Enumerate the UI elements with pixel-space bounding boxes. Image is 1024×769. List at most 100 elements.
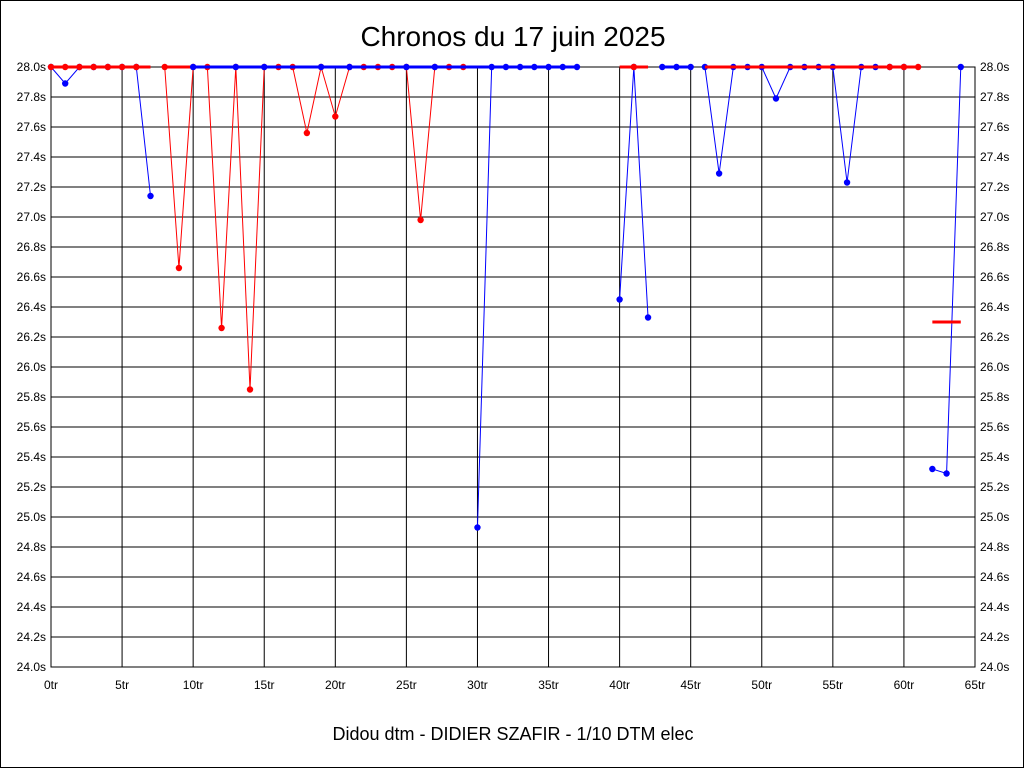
data-point xyxy=(957,63,964,71)
y-tick-label-right: 24.0s xyxy=(980,660,1009,674)
data-point xyxy=(715,170,723,177)
data-point xyxy=(943,470,950,477)
series-line xyxy=(164,66,464,390)
data-point xyxy=(62,80,69,87)
data-point xyxy=(232,63,239,71)
y-tick-label-right: 25.8s xyxy=(980,390,1009,404)
y-tick-label-left: 26.8s xyxy=(17,240,46,254)
y-tick-label-right: 25.0s xyxy=(980,510,1009,524)
y-tick-label-left: 26.2s xyxy=(17,330,46,344)
series-blue-1 xyxy=(47,63,154,200)
y-tick-label-right: 24.6s xyxy=(980,570,1009,584)
x-tick-label: 50tr xyxy=(751,678,772,692)
grid xyxy=(50,66,976,668)
data-point xyxy=(133,63,140,71)
data-point xyxy=(62,63,69,71)
data-point xyxy=(161,63,168,71)
data-point xyxy=(175,264,183,272)
data-point xyxy=(246,386,254,393)
y-tick-label-left: 25.0s xyxy=(17,510,46,524)
y-tick-label-right: 28.0s xyxy=(980,60,1009,74)
y-tick-label-left: 26.6s xyxy=(17,270,46,284)
y-tick-label-right: 27.8s xyxy=(980,90,1009,104)
data-point xyxy=(929,465,936,473)
series-red-2 xyxy=(161,63,478,393)
y-tick-label-left: 24.8s xyxy=(17,540,46,554)
data-point xyxy=(573,63,581,71)
series-blue-2 xyxy=(189,63,478,71)
data-point xyxy=(843,179,851,186)
y-tick-label-right: 25.6s xyxy=(980,420,1009,434)
y-tick-label-left: 27.0s xyxy=(17,210,46,224)
series-line xyxy=(704,66,904,183)
data-point xyxy=(687,63,694,71)
y-tick-label-right: 26.2s xyxy=(980,330,1009,344)
data-point xyxy=(516,63,524,71)
series-red-1 xyxy=(47,63,151,71)
x-tick-label: 25tr xyxy=(396,678,417,692)
x-tick-label: 15tr xyxy=(254,678,275,692)
data-point xyxy=(76,63,83,71)
y-tick-label-right: 26.4s xyxy=(980,300,1009,314)
series-line xyxy=(619,66,649,318)
data-point xyxy=(403,63,410,71)
y-tick-label-left: 28.0s xyxy=(17,60,46,74)
data-point xyxy=(332,113,339,120)
data-point xyxy=(886,63,893,71)
y-tick-label-left: 24.6s xyxy=(17,570,46,584)
data-point xyxy=(559,63,566,71)
data-point xyxy=(118,63,126,71)
data-point xyxy=(261,63,268,71)
series-blue-7 xyxy=(929,63,964,477)
y-tick-label-right: 27.4s xyxy=(980,150,1009,164)
y-tick-label-left: 25.8s xyxy=(17,390,46,404)
data-point xyxy=(914,63,922,71)
y-tick-label-right: 27.2s xyxy=(980,180,1009,194)
x-tick-label: 20tr xyxy=(325,678,346,692)
data-point xyxy=(346,63,353,71)
data-point xyxy=(417,216,424,224)
data-point xyxy=(104,63,112,71)
x-tick-label: 65tr xyxy=(965,678,986,692)
x-tick-label: 10tr xyxy=(183,678,204,692)
y-tick-label-right: 25.4s xyxy=(980,450,1009,464)
data-point xyxy=(531,63,538,71)
y-tick-label-left: 27.6s xyxy=(17,120,46,134)
data-point xyxy=(673,63,680,71)
series-blue-5 xyxy=(659,63,694,71)
y-tick-label-left: 24.2s xyxy=(17,630,46,644)
y-tick-label-right: 27.0s xyxy=(980,210,1009,224)
data-point xyxy=(772,95,780,102)
y-tick-label-left: 25.2s xyxy=(17,480,46,494)
data-point xyxy=(303,129,311,137)
x-axis: 0tr 5tr 10tr 15tr 20tr 25tr 30tr 35tr 40tr 45tr 50… xyxy=(44,678,985,692)
x-tick-label: 35tr xyxy=(538,678,559,692)
series-blue-4 xyxy=(616,63,652,321)
data-point xyxy=(644,314,652,321)
chart-footer: Didou dtm - DIDIER SZAFIR - 1/10 DTM ele… xyxy=(332,724,693,744)
y-tick-label-left: 26.0s xyxy=(17,360,46,374)
data-point xyxy=(474,524,481,531)
data-point xyxy=(659,63,666,71)
data-point xyxy=(900,63,908,71)
x-tick-label: 60tr xyxy=(894,678,915,692)
data-point xyxy=(630,63,638,71)
y-tick-label-left: 27.8s xyxy=(17,90,46,104)
y-tick-label-left: 24.0s xyxy=(17,660,46,674)
data-point xyxy=(488,63,495,71)
y-tick-label-right: 27.6s xyxy=(980,120,1009,134)
y-axis-left: 28.0s 27.8s 27.6s 27.4s 27.2s 27.0s 26.8s 26.6s… xyxy=(17,60,46,674)
data-point xyxy=(218,324,225,332)
y-tick-label-right: 25.2s xyxy=(980,480,1009,494)
data-point xyxy=(502,63,510,71)
x-tick-label: 40tr xyxy=(609,678,630,692)
chart-title: Chronos du 17 juin 2025 xyxy=(360,21,665,52)
x-tick-label: 0tr xyxy=(44,678,58,692)
x-tick-label: 30tr xyxy=(467,678,488,692)
x-tick-label: 5tr xyxy=(115,678,129,692)
y-tick-label-left: 27.4s xyxy=(17,150,46,164)
y-tick-label-left: 26.4s xyxy=(17,300,46,314)
x-tick-label: 55tr xyxy=(823,678,844,692)
